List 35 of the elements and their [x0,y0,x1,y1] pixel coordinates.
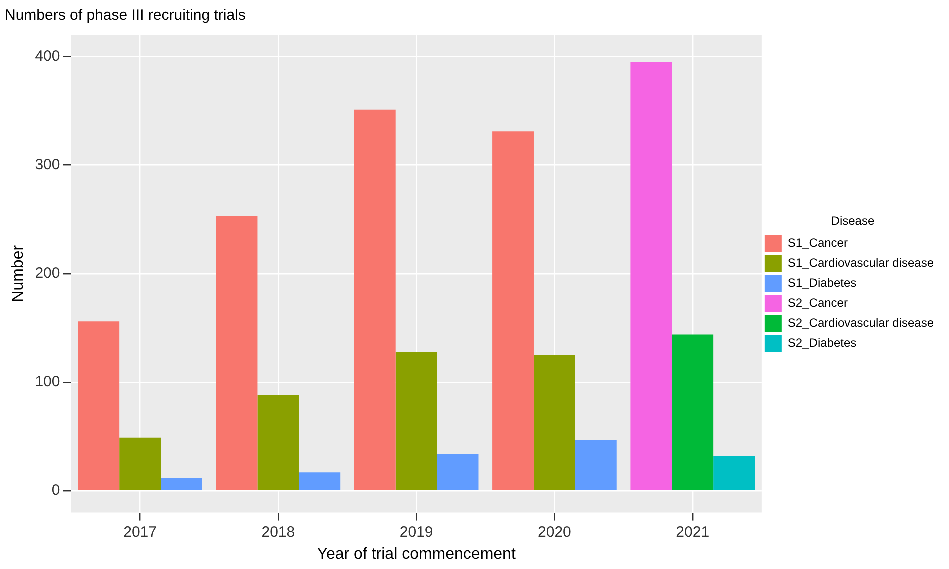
x-tick-label: 2020 [538,524,572,541]
bar [534,355,576,490]
x-axis-title: Year of trial commencement [317,546,516,563]
x-tick-label: 2019 [400,524,434,541]
bar [78,322,120,490]
bar [714,456,756,490]
x-tick-label: 2017 [124,524,157,541]
legend-title: Disease [831,214,875,228]
bar [396,352,438,490]
bar [437,454,479,490]
bar [216,216,258,490]
chart-title: Numbers of phase III recruiting trials [5,7,246,24]
bar [258,396,300,490]
legend-label: S2_Cancer [788,296,848,310]
legend-label: S1_Cancer [788,236,848,250]
x-tick-label: 2021 [676,524,710,541]
legend-label: S2_Diabetes [788,336,857,350]
y-tick-label: 200 [35,265,60,282]
y-tick-label: 300 [35,156,60,174]
y-axis-title: Number [10,244,28,302]
x-tick-label: 2018 [262,524,296,541]
legend-label: S1_Diabetes [788,276,857,290]
bar [575,440,617,490]
legend-label: S2_Cardiovascular disease [788,316,934,330]
bar [492,132,534,490]
bar [299,472,341,490]
bar [120,438,162,490]
y-tick-label: 400 [35,48,60,65]
y-tick-label: 0 [52,482,60,500]
legend-label: S1_Cardiovascular disease [788,256,934,270]
bar [161,478,202,490]
y-tick-label: 100 [35,374,60,391]
bar [630,62,672,490]
bar [672,334,714,490]
bar [354,110,396,490]
